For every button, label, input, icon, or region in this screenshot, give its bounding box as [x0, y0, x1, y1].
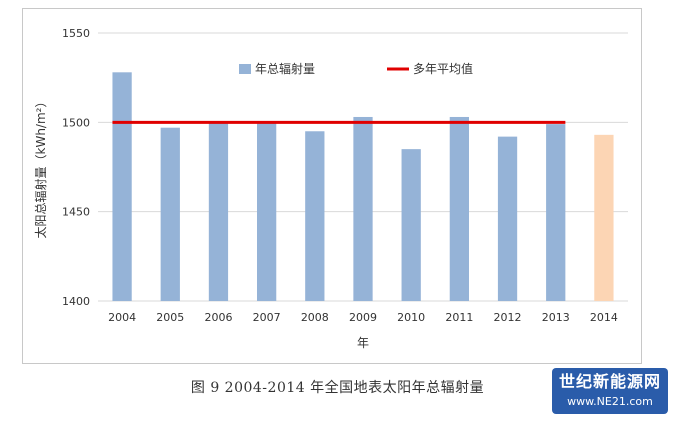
bar-2004 [112, 72, 132, 301]
x-tick-label-2014: 2014 [590, 311, 618, 324]
bar-2011 [449, 116, 469, 302]
x-tick-label-2008: 2008 [301, 311, 329, 324]
bar-2013 [546, 124, 566, 302]
x-tick-label-2011: 2011 [445, 311, 473, 324]
bar-2010 [401, 149, 421, 301]
chart-frame: 1400 1450 1500 1550 2004 2005 2006 2007 2008 200… [22, 8, 642, 364]
x-tick-label-2004: 2004 [108, 311, 136, 324]
y-tick-label-1500: 1500 [62, 116, 90, 129]
x-tick-label-2012: 2012 [494, 311, 522, 324]
bar-2008 [305, 131, 325, 301]
x-tick-labels: 2004 2005 2006 2007 2008 2009 2010 2011 2012 2013… [108, 311, 618, 324]
x-tick-label-2006: 2006 [204, 311, 232, 324]
legend-label-bar: 年总辐射量 [255, 61, 315, 76]
legend: 年总辐射量 多年平均值 [239, 61, 473, 76]
y-tick-label-1400: 1400 [62, 295, 90, 308]
bar-2012 [497, 136, 518, 301]
figure-caption: 图 9 2004-2014 年全国地表太阳年总辐射量 [190, 380, 485, 396]
legend-label-line: 多年平均值 [413, 61, 473, 76]
watermark-main-text: 世纪新能源网 [558, 372, 661, 391]
bar-2009 [353, 116, 373, 302]
y-axis-title: 太阳总辐射量（kWh/m²） [33, 96, 48, 239]
bar-2005 [160, 127, 180, 302]
x-tick-label-2009: 2009 [349, 311, 377, 324]
x-tick-label-2007: 2007 [253, 311, 281, 324]
bars [112, 72, 614, 302]
x-tick-label-2010: 2010 [397, 311, 425, 324]
legend-swatch-bar [239, 64, 251, 74]
bar-2014 [594, 134, 614, 301]
bar-2006 [208, 122, 229, 301]
x-axis-title: 年 [357, 336, 369, 350]
bar-2007 [257, 122, 277, 301]
x-tick-label-2005: 2005 [156, 311, 184, 324]
y-tick-label-1450: 1450 [62, 206, 90, 219]
x-tick-label-2013: 2013 [542, 311, 570, 324]
y-tick-labels: 1400 1450 1500 1550 [62, 27, 90, 308]
y-tick-label-1550: 1550 [62, 27, 90, 40]
watermark-url-text: www.NE21.com [567, 395, 653, 408]
site-watermark-logo: 世纪新能源网 www.NE21.com [552, 368, 668, 414]
